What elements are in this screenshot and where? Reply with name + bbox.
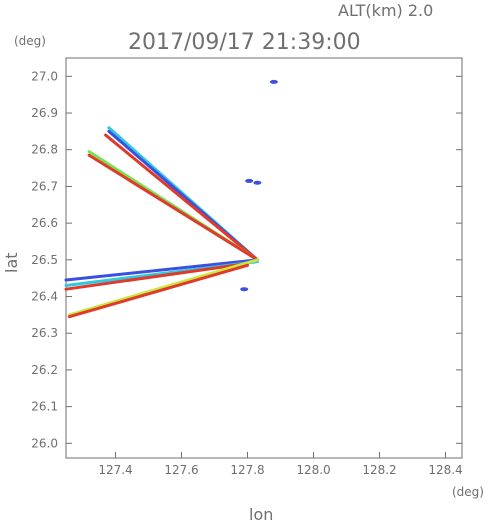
chart-subtitle: ALT(km) 2.0 <box>338 1 433 20</box>
echo-point <box>240 287 249 292</box>
echo-line <box>104 133 259 262</box>
series-group <box>64 126 259 319</box>
y-tick-label: 26.7 <box>31 179 58 193</box>
echo-group <box>240 79 278 292</box>
x-tick-label: 127.8 <box>230 463 264 477</box>
echo-line <box>64 262 249 291</box>
echo-line <box>67 263 249 319</box>
y-tick-label: 26.5 <box>31 253 58 267</box>
x-tick-label: 128.0 <box>296 463 330 477</box>
y-unit-label: (deg) <box>14 34 46 48</box>
echo-line <box>64 258 259 282</box>
y-axis-label: lat <box>2 252 21 273</box>
x-axis-label: lon <box>249 505 273 521</box>
y-tick-label: 26.4 <box>31 290 58 304</box>
plot-frame <box>65 57 463 459</box>
y-tick-label: 26.0 <box>31 436 58 450</box>
y-tick-label: 26.1 <box>31 400 58 414</box>
echo-point <box>269 79 278 84</box>
x-unit-label: (deg) <box>452 485 484 499</box>
echo-line <box>67 258 259 317</box>
echo-point <box>253 180 262 185</box>
tick-group: 127.4 127.6 127.8 128.0 128.2 128.4 26.0 26.1 26… <box>31 69 462 477</box>
y-tick-label: 26.6 <box>31 216 58 230</box>
x-tick-label: 127.4 <box>98 463 132 477</box>
chart-title: 2017/09/17 21:39:00 <box>128 30 361 55</box>
x-tick-label: 127.6 <box>164 463 198 477</box>
echo-line <box>87 153 259 262</box>
y-tick-label: 26.8 <box>31 143 58 157</box>
y-tick-label: 26.9 <box>31 106 58 120</box>
y-tick-label: 27.0 <box>31 69 58 83</box>
echo-point <box>245 178 254 183</box>
y-tick-label: 26.3 <box>31 326 58 340</box>
x-tick-label: 128.2 <box>362 463 396 477</box>
x-tick-label: 128.4 <box>428 463 462 477</box>
y-tick-label: 26.2 <box>31 363 58 377</box>
